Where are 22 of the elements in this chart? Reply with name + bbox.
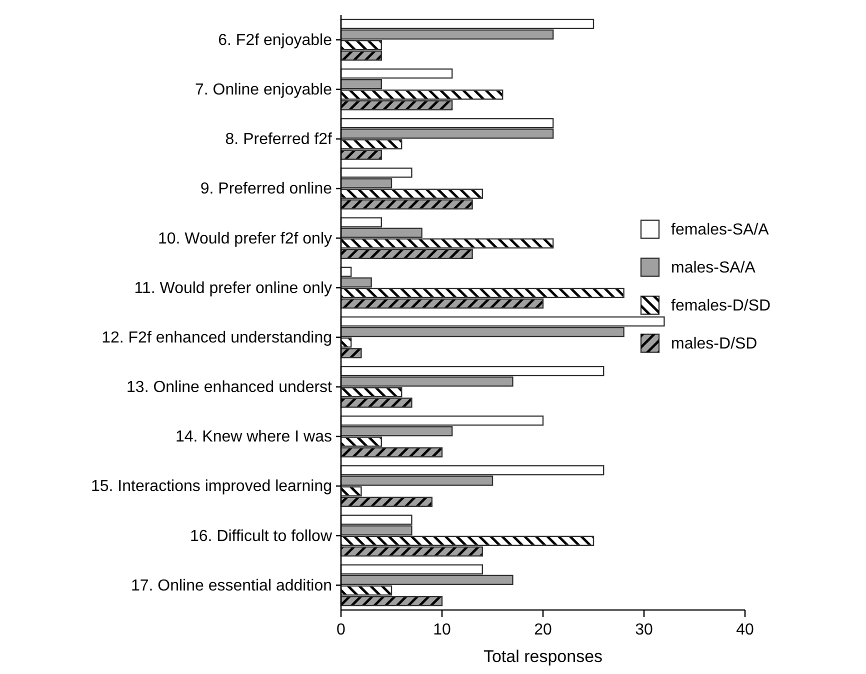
y-tick-label: 9. Preferred online (200, 180, 332, 198)
y-tick-label: 6. F2f enjoyable (218, 32, 332, 49)
x-tick-label: 30 (635, 621, 653, 638)
y-tick-label: 14. Knew where I was (175, 428, 332, 446)
x-tick-label: 10 (433, 621, 451, 638)
y-tick-label: 17. Online essential addition (130, 577, 332, 594)
legend-label: males-SA/A (671, 259, 756, 276)
y-tick-label: 12. F2f enhanced understanding (102, 329, 332, 346)
y-tick-label: 10. Would prefer f2f only (158, 230, 332, 248)
y-tick-label: 15. Interactions improved learning (90, 478, 332, 496)
legend-label: females-SA/A (671, 221, 770, 238)
y-tick-label: 7. Online enjoyable (195, 81, 332, 98)
y-tick-label: 8. Preferred f2f (225, 131, 333, 148)
y-tick-label: 16. Difficult to follow (190, 528, 332, 545)
x-tick-label: 20 (534, 621, 552, 638)
y-tick-label: 11. Would prefer online only (134, 280, 332, 297)
x-tick-label: 40 (736, 621, 754, 638)
x-tick-label: 0 (336, 621, 346, 638)
x-axis-title: Total responses (483, 647, 603, 666)
y-tick-label: 13. Online enhanced underst (126, 378, 333, 396)
legend-label: females-D/SD (671, 297, 771, 314)
legend-label: males-D/SD (671, 335, 758, 352)
